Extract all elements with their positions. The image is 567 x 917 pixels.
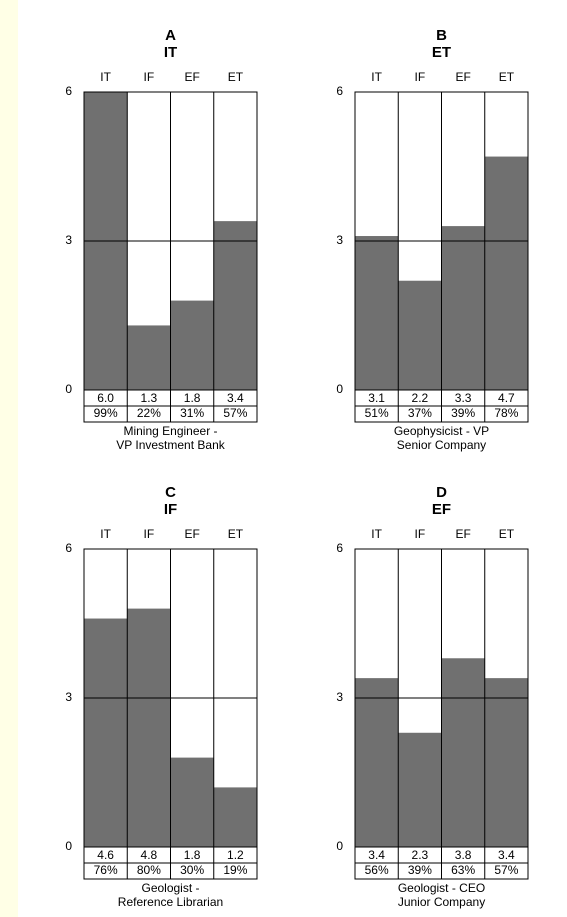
value-label: 3.4	[227, 391, 244, 405]
y-tick-label: 6	[336, 84, 343, 98]
panel-title: A	[165, 27, 176, 44]
x-tick-label: IT	[100, 527, 111, 541]
y-tick-label: 0	[65, 839, 72, 853]
x-tick-label: ET	[499, 527, 515, 541]
percent-label: 76%	[94, 863, 118, 877]
bar	[398, 732, 442, 847]
bar	[127, 608, 171, 847]
x-tick-label: EF	[455, 527, 470, 541]
x-tick-label: EF	[455, 70, 470, 84]
panel-subtitle: IF	[164, 501, 177, 518]
percent-label: 22%	[137, 406, 161, 420]
bar	[355, 678, 399, 847]
percent-label: 39%	[408, 863, 432, 877]
value-label: 1.3	[141, 391, 158, 405]
caption: Senior Company	[397, 438, 486, 452]
x-tick-label: IT	[100, 70, 111, 84]
value-label: 4.7	[498, 391, 515, 405]
value-label: 3.3	[455, 391, 472, 405]
caption: Geologist - CEO	[398, 881, 485, 895]
y-tick-label: 6	[336, 541, 343, 555]
y-tick-label: 3	[336, 690, 343, 704]
value-label: 2.3	[412, 848, 429, 862]
percent-label: 39%	[451, 406, 475, 420]
bar	[170, 300, 214, 390]
bar	[484, 678, 528, 847]
panel-title: B	[436, 27, 447, 44]
bar	[213, 221, 257, 390]
panel-subtitle: ET	[432, 44, 451, 61]
x-tick-label: IF	[144, 527, 155, 541]
caption: Mining Engineer -	[123, 424, 217, 438]
x-tick-label: IF	[144, 70, 155, 84]
percent-label: 57%	[494, 863, 518, 877]
value-label: 3.8	[455, 848, 472, 862]
panel-title: C	[165, 484, 176, 501]
value-label: 3.4	[368, 848, 385, 862]
value-label: 6.0	[97, 391, 114, 405]
panel-subtitle: IT	[164, 44, 177, 61]
bar	[398, 280, 442, 390]
caption: Reference Librarian	[118, 895, 223, 909]
y-tick-label: 6	[65, 84, 72, 98]
percent-label: 51%	[365, 406, 389, 420]
value-label: 1.2	[227, 848, 244, 862]
x-tick-label: ET	[228, 527, 244, 541]
caption: VP Investment Bank	[116, 438, 226, 452]
caption: Junior Company	[398, 895, 485, 909]
percent-label: 78%	[494, 406, 518, 420]
value-label: 3.4	[498, 848, 515, 862]
bar	[484, 156, 528, 390]
caption: Geologist -	[141, 881, 199, 895]
bar	[213, 787, 257, 847]
percent-label: 19%	[223, 863, 247, 877]
bar	[84, 618, 128, 847]
bar	[355, 236, 399, 390]
y-tick-label: 0	[336, 839, 343, 853]
x-tick-label: IF	[415, 70, 426, 84]
bar	[441, 226, 485, 390]
value-label: 4.8	[141, 848, 158, 862]
x-tick-label: IF	[415, 527, 426, 541]
y-tick-label: 3	[65, 233, 72, 247]
y-tick-label: 0	[336, 382, 343, 396]
percent-label: 37%	[408, 406, 432, 420]
y-tick-label: 0	[65, 382, 72, 396]
x-tick-label: EF	[184, 527, 199, 541]
y-tick-label: 3	[65, 690, 72, 704]
percent-label: 31%	[180, 406, 204, 420]
bar	[127, 325, 171, 390]
bar	[170, 757, 214, 847]
x-tick-label: IT	[371, 527, 382, 541]
value-label: 4.6	[97, 848, 114, 862]
percent-label: 63%	[451, 863, 475, 877]
value-label: 3.1	[368, 391, 385, 405]
y-tick-label: 6	[65, 541, 72, 555]
caption: Geophysicist - VP	[394, 424, 489, 438]
x-tick-label: IT	[371, 70, 382, 84]
percent-label: 57%	[223, 406, 247, 420]
x-tick-label: ET	[499, 70, 515, 84]
percent-label: 30%	[180, 863, 204, 877]
percent-label: 80%	[137, 863, 161, 877]
y-tick-label: 3	[336, 233, 343, 247]
panel-title: D	[436, 484, 447, 501]
value-label: 2.2	[412, 391, 429, 405]
percent-label: 99%	[94, 406, 118, 420]
value-label: 1.8	[184, 848, 201, 862]
percent-label: 56%	[365, 863, 389, 877]
bar	[441, 658, 485, 847]
panel-subtitle: EF	[432, 501, 451, 518]
x-tick-label: ET	[228, 70, 244, 84]
value-label: 1.8	[184, 391, 201, 405]
x-tick-label: EF	[184, 70, 199, 84]
